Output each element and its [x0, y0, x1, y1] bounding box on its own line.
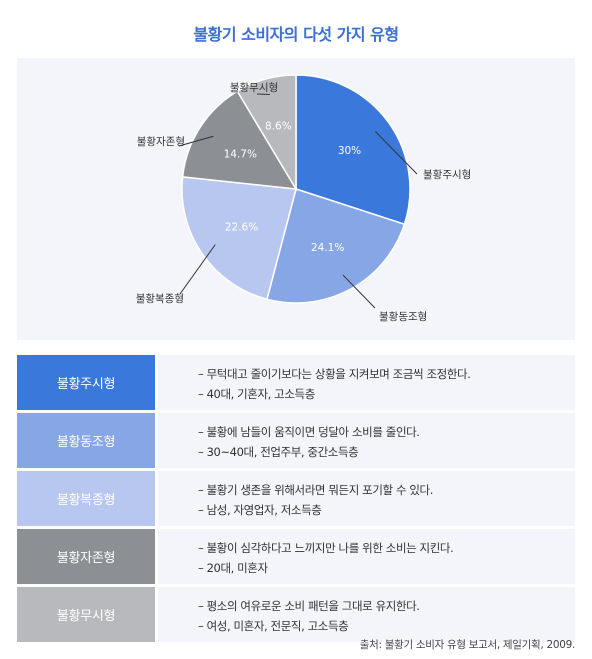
description-line: – 40대, 기혼자, 고소득층	[198, 387, 315, 401]
description-line: – 불황이 심각하다고 느끼지만 나를 위한 소비는 지킨다.	[198, 541, 454, 555]
pie-slice	[181, 90, 298, 190]
description-line: – 20대, 미혼자	[198, 561, 268, 575]
chart-panel: 30% 불황주시형 24.1% 불황동조형 22.6% 불황복종형 14.7% 불황자존형 8.…	[17, 58, 575, 340]
pie-slice	[236, 74, 297, 192]
source-note: 출처: 불황기 소비자 유형 보고서, 제일기획, 2009.	[359, 639, 576, 651]
pie-chart: 30% 불황주시형 24.1% 불황동조형 22.6% 불황복종형 14.7% 불황자존형 8.…	[136, 74, 471, 323]
table-row: 불황주시형 – 무턱대고 줄이기보다는 상황을 지켜보며 조금씩 조정한다. –…	[17, 355, 575, 410]
slice-name-label: 불황주시형	[423, 169, 471, 181]
description-line: – 30~40대, 전업주부, 중간소득층	[198, 445, 359, 459]
type-label: 불황자존형	[17, 529, 155, 584]
table-row: 불황복종형 – 불황기 생존을 위해서라면 뭐든지 포기할 수 있다. – 남성…	[17, 471, 575, 526]
slice-name-label: 불황복종형	[136, 293, 184, 305]
slice-name-label: 불황자존형	[137, 136, 185, 148]
description-line: – 남성, 자영업자, 저소득층	[198, 503, 322, 517]
type-table: 불황주시형 – 무턱대고 줄이기보다는 상황을 지켜보며 조금씩 조정한다. –…	[17, 355, 575, 645]
leader-line	[374, 131, 418, 175]
slice-value-label: 14.7%	[224, 148, 257, 160]
slice-value-label: 22.6%	[225, 222, 258, 234]
description-line: – 무턱대고 줄이기보다는 상황을 지켜보며 조금씩 조정한다.	[198, 367, 471, 381]
leader-line	[179, 244, 216, 295]
pie-slice	[295, 74, 411, 226]
slice-name-label: 불황동조형	[379, 311, 427, 323]
description-line: – 여성, 미혼자, 전문직, 고소득층	[198, 619, 349, 633]
slice-name-label: 불황무시형	[230, 82, 278, 94]
chart-title: 불황기 소비자의 다섯 가지 유형	[193, 25, 399, 44]
type-label: 불황동조형	[17, 413, 155, 468]
table-row: 불황동조형 – 불황에 남들이 움직이면 덩달아 소비를 줄인다. – 30~4…	[17, 413, 575, 468]
type-description: – 불황에 남들이 움직이면 덩달아 소비를 줄인다. – 30~40대, 전업…	[158, 413, 575, 468]
type-description: – 불황기 생존을 위해서라면 뭐든지 포기할 수 있다. – 남성, 자영업자…	[158, 471, 575, 526]
type-description: – 무턱대고 줄이기보다는 상황을 지켜보며 조금씩 조정한다. – 40대, …	[158, 355, 575, 410]
type-label: 불황복종형	[17, 471, 155, 526]
leader-line	[256, 93, 270, 96]
slice-value-label: 8.6%	[265, 120, 292, 132]
description-line: – 평소의 여유로운 소비 패턴을 그대로 유지한다.	[198, 599, 420, 613]
pie-slice	[181, 176, 297, 301]
description-line: – 불황기 생존을 위해서라면 뭐든지 포기할 수 있다.	[198, 483, 433, 497]
pie-slice	[266, 188, 406, 304]
table-row: 불황무시형 – 평소의 여유로운 소비 패턴을 그대로 유지한다. – 여성, …	[17, 587, 575, 642]
slice-value-label: 30%	[338, 145, 361, 157]
type-label: 불황무시형	[17, 587, 155, 642]
leader-line	[342, 274, 376, 309]
table-row: 불황자존형 – 불황이 심각하다고 느끼지만 나를 위한 소비는 지킨다. – …	[17, 529, 575, 584]
type-description: – 불황이 심각하다고 느끼지만 나를 위한 소비는 지킨다. – 20대, 미…	[158, 529, 575, 584]
slice-value-label: 24.1%	[311, 242, 344, 254]
type-label: 불황주시형	[17, 355, 155, 410]
leader-line	[178, 135, 214, 147]
type-description: – 평소의 여유로운 소비 패턴을 그대로 유지한다. – 여성, 미혼자, 전…	[158, 587, 575, 642]
description-line: – 불황에 남들이 움직이면 덩달아 소비를 줄인다.	[198, 425, 420, 439]
